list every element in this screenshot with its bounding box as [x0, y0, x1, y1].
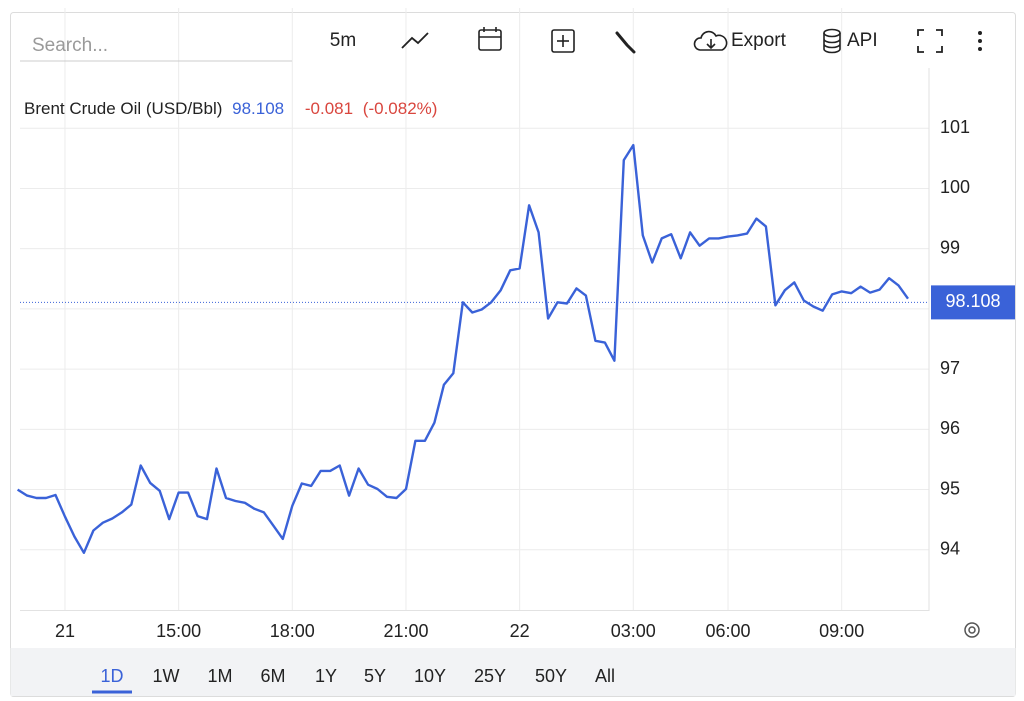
export-label[interactable]: Export: [731, 30, 787, 51]
range-button[interactable]: 10Y: [414, 666, 446, 686]
y-tick-label: 101: [940, 117, 970, 137]
range-button[interactable]: 5Y: [364, 666, 386, 686]
x-tick-label: 09:00: [819, 621, 864, 641]
range-bar: [10, 648, 1016, 696]
x-tick-label: 21: [55, 621, 75, 641]
range-button[interactable]: 1Y: [315, 666, 337, 686]
last-value-tag-label: 98.108: [945, 291, 1000, 311]
x-tick-label: 03:00: [611, 621, 656, 641]
plot: [16, 143, 929, 554]
last-value: 98.108: [232, 99, 284, 118]
calendar-icon[interactable]: [478, 27, 502, 51]
frame: [10, 12, 1016, 697]
range-button[interactable]: 1W: [153, 666, 180, 686]
range-button[interactable]: 25Y: [474, 666, 506, 686]
settings-wrench-icon[interactable]: [615, 31, 636, 54]
y-tick-label: 97: [940, 358, 960, 378]
api-label[interactable]: API: [847, 30, 878, 51]
interval-button[interactable]: 5m: [330, 30, 356, 51]
y-tick-label: 99: [940, 237, 960, 257]
x-tick-label: 15:00: [156, 621, 201, 641]
api-button[interactable]: API: [823, 28, 878, 54]
range-button[interactable]: All: [595, 666, 615, 686]
y-tick-label: 100: [940, 177, 970, 197]
chart-type-icon[interactable]: [401, 32, 429, 49]
y-tick-label: 94: [940, 539, 960, 559]
y-tick-label: 96: [940, 418, 960, 438]
add-indicator-icon[interactable]: [551, 29, 575, 53]
more-menu[interactable]: [978, 31, 982, 51]
x-tick-label: 22: [510, 621, 530, 641]
settings-gear[interactable]: [964, 622, 980, 638]
x-tick-label: 06:00: [706, 621, 751, 641]
fullscreen-icon[interactable]: [917, 29, 943, 53]
change-percent: (-0.082%): [363, 99, 438, 118]
chart-header: Brent Crude Oil (USD/Bbl) 98.108 -0.081 …: [24, 99, 437, 118]
change: -0.081: [305, 99, 353, 118]
search-input[interactable]: Search...: [32, 35, 108, 56]
x-tick-label: 21:00: [383, 621, 428, 641]
price-line: [16, 143, 909, 554]
x-tick-label: 18:00: [270, 621, 315, 641]
chart-title: Brent Crude Oil (USD/Bbl): [24, 99, 222, 118]
range-button[interactable]: 1M: [207, 666, 232, 686]
range-buttons: 1D 1W 1M 6M 1Y 5Y 10Y 25Y 50Y All: [92, 666, 615, 694]
range-button[interactable]: 1D: [100, 666, 123, 686]
last-value-tag: [931, 285, 1015, 320]
y-tick-label: 95: [940, 478, 960, 498]
range-button[interactable]: 50Y: [535, 666, 567, 686]
range-button[interactable]: 6M: [260, 666, 285, 686]
export-button[interactable]: Export: [693, 30, 787, 51]
